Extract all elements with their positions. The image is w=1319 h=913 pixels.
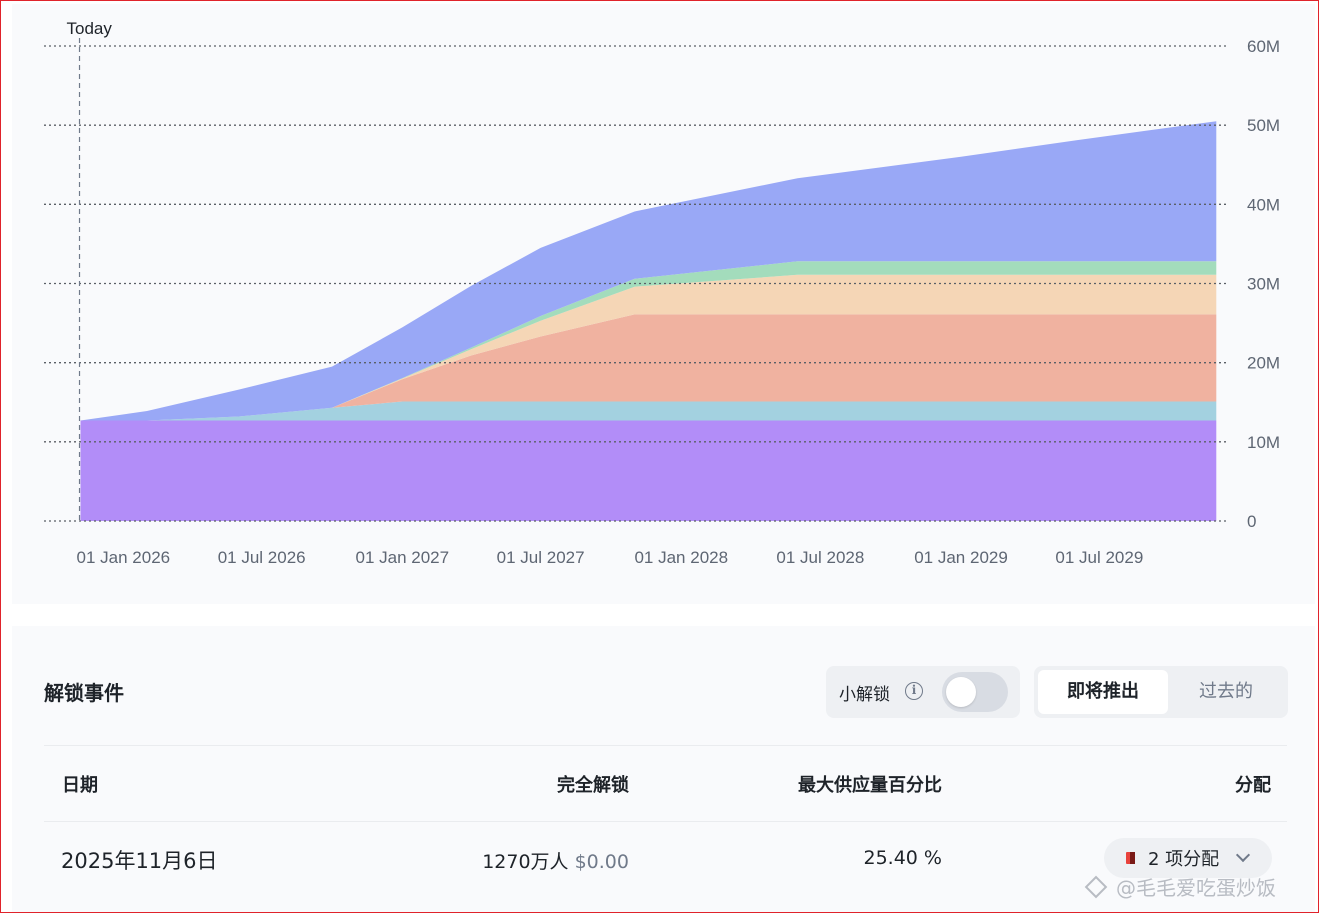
section-title: 解锁事件 xyxy=(44,681,124,705)
x-tick-label: 01 Jul 2027 xyxy=(497,548,585,567)
column-header-allocation[interactable]: 分配 xyxy=(1235,775,1271,796)
row-unlock: 1270万人 $0.00 xyxy=(482,847,629,874)
y-tick-label: 50M xyxy=(1247,116,1280,135)
y-tick-label: 40M xyxy=(1247,195,1280,214)
x-tick-label: 01 Jul 2029 xyxy=(1055,548,1143,567)
area-series-5 xyxy=(80,121,1217,421)
column-header-full-unlock[interactable]: 完全解锁 xyxy=(557,775,629,796)
x-tick-label: 01 Jul 2026 xyxy=(218,548,306,567)
header-divider-top xyxy=(44,745,1287,746)
info-icon[interactable]: i xyxy=(905,682,923,700)
toggle-knob xyxy=(946,677,976,707)
y-tick-label: 60M xyxy=(1247,37,1280,56)
y-tick-label: 20M xyxy=(1247,354,1280,373)
row-date: 2025年11月6日 xyxy=(61,849,218,873)
column-header-date[interactable]: 日期 xyxy=(62,775,98,796)
x-tick-label: 01 Jul 2028 xyxy=(776,548,864,567)
row-percent: 25.40 % xyxy=(863,847,943,869)
x-tick-label: 01 Jan 2027 xyxy=(355,548,449,567)
x-tick-label: 01 Jan 2026 xyxy=(77,548,171,567)
y-tick-label: 0 xyxy=(1247,512,1256,531)
unlock-schedule-chart: 0 10M 20M 30M 40M 50M 60M Today 01 Jan 2026 01 Ju… xyxy=(44,19,1280,567)
time-tabs: 即将推出 过去的 xyxy=(1034,666,1288,718)
allocation-color-icon-shade xyxy=(1130,852,1135,864)
area-series-2 xyxy=(80,314,1217,421)
today-label: Today xyxy=(67,19,113,38)
x-tick-label: 01 Jan 2028 xyxy=(634,548,728,567)
area-series-0 xyxy=(80,420,1217,521)
area-series-3 xyxy=(80,274,1217,421)
watermark: @毛毛爱吃蛋炒饭 xyxy=(1084,872,1276,901)
x-tick-label: 01 Jan 2029 xyxy=(914,548,1008,567)
tab-upcoming[interactable]: 即将推出 xyxy=(1038,670,1168,714)
row-unlock-amount: 1270万人 xyxy=(482,851,569,873)
column-header-max-supply-percent[interactable]: 最大供应量百分比 xyxy=(798,775,942,796)
small-unlock-label: 小解锁 xyxy=(839,685,890,705)
allocation-label: 2 项分配 xyxy=(1148,849,1220,870)
row-unlock-value: $0.00 xyxy=(574,851,629,873)
header-divider-bottom xyxy=(44,821,1287,822)
watermark-text: @毛毛爱吃蛋炒饭 xyxy=(1116,876,1276,900)
small-unlock-toggle[interactable] xyxy=(942,672,1008,712)
tab-past[interactable]: 过去的 xyxy=(1199,681,1253,702)
watermark-diamond-icon xyxy=(1084,875,1108,898)
y-tick-label: 10M xyxy=(1247,433,1280,452)
area-series-1 xyxy=(80,401,1217,421)
y-tick-label: 30M xyxy=(1247,275,1280,294)
